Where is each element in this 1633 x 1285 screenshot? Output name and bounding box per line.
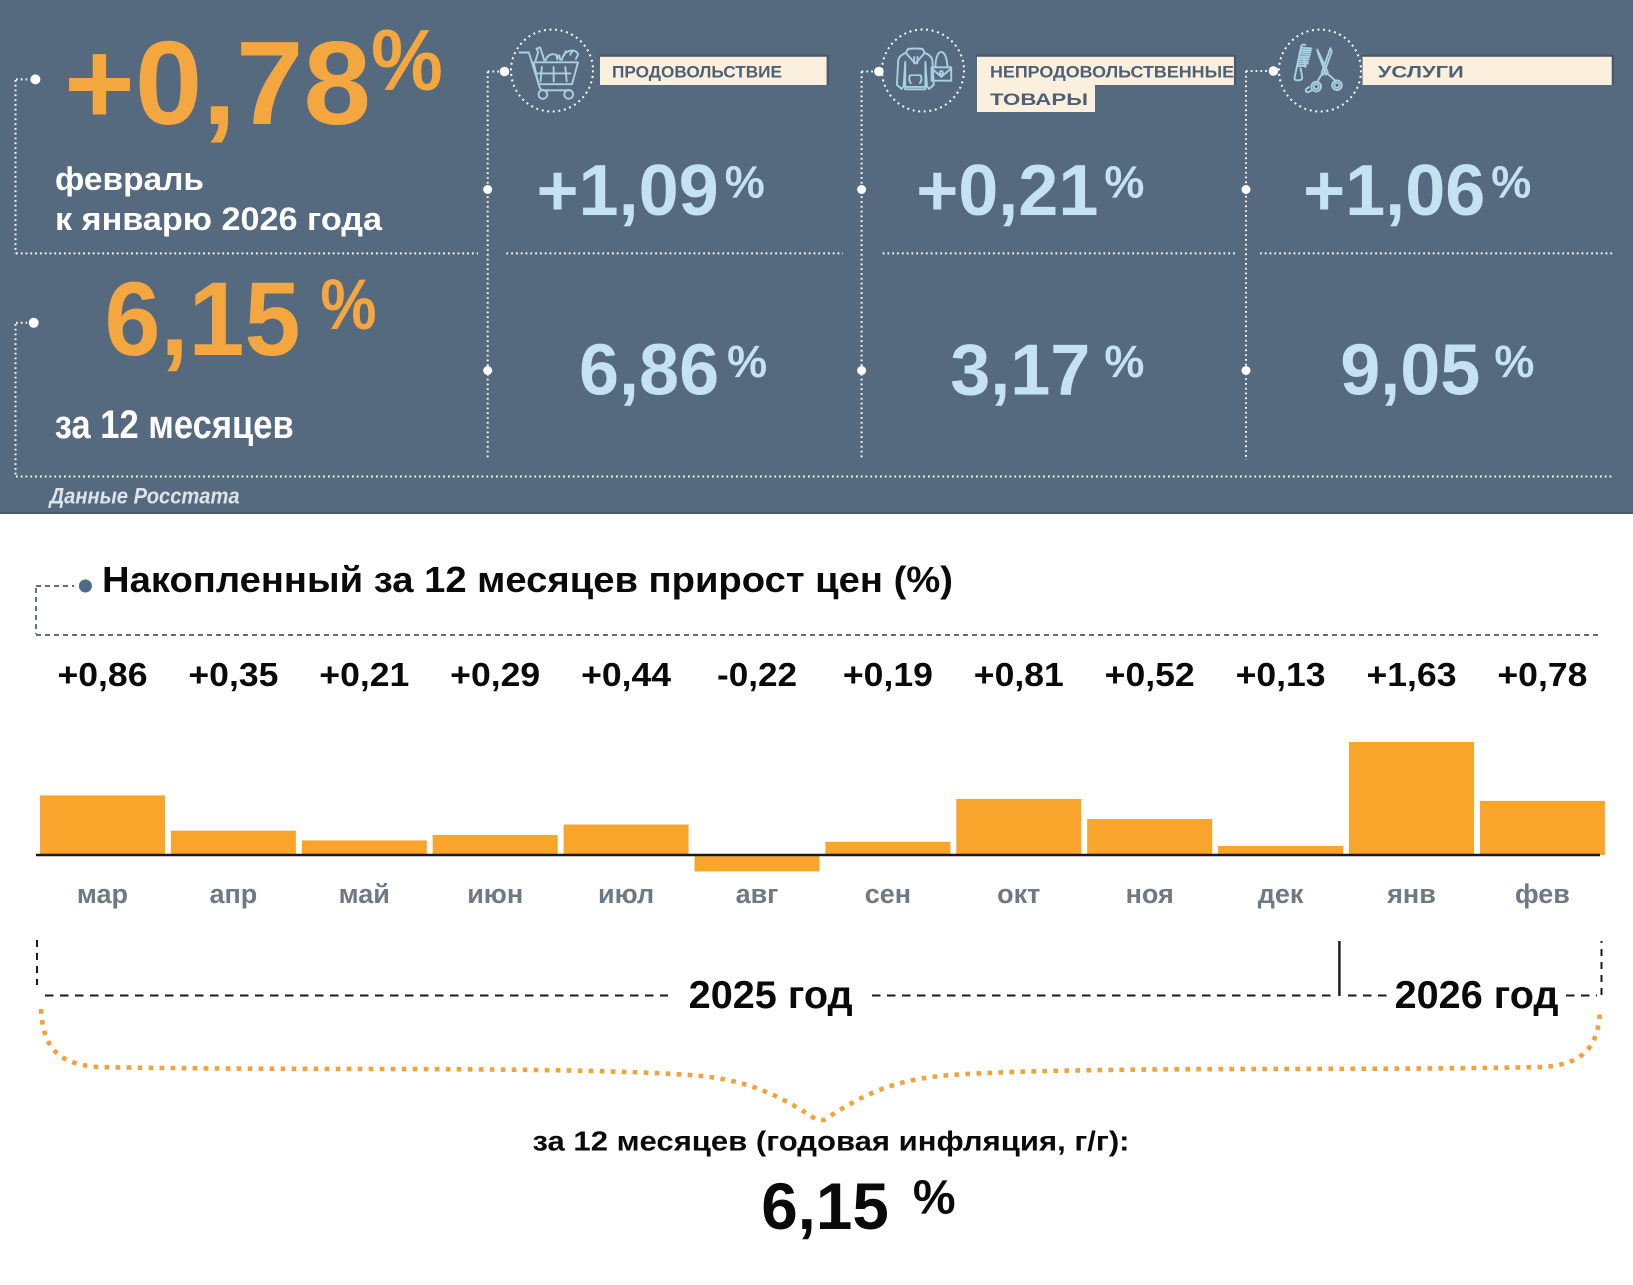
- svg-text:за 12 месяцев: за 12 месяцев: [55, 403, 294, 447]
- svg-text:июл: июл: [598, 879, 654, 909]
- svg-text:за 12 месяцев (годовая инфляци: за 12 месяцев (годовая инфляция, г/г):: [533, 1124, 1130, 1156]
- svg-text:февраль: февраль: [55, 161, 204, 197]
- svg-text:НЕПРОДОВОЛЬСТВЕННЫЕ: НЕПРОДОВОЛЬСТВЕННЫЕ: [990, 64, 1234, 82]
- svg-text:%: %: [371, 11, 443, 108]
- svg-text:мар: мар: [77, 879, 128, 909]
- svg-text:ноя: ноя: [1126, 879, 1174, 909]
- svg-text:Накопленный за 12 месяцев прир: Накопленный за 12 месяцев прирост цен (%…: [102, 559, 953, 600]
- svg-text:6,15%: 6,15%: [761, 1170, 955, 1243]
- svg-text:+0,52: +0,52: [1105, 656, 1195, 693]
- svg-text:+0,78: +0,78: [1497, 656, 1587, 693]
- svg-text:УСЛУГИ: УСЛУГИ: [1378, 64, 1464, 82]
- svg-text:авг: авг: [736, 879, 779, 909]
- svg-text:янв: янв: [1386, 879, 1436, 909]
- svg-text:%: %: [320, 266, 376, 345]
- svg-text:май: май: [339, 879, 390, 909]
- svg-text:+0,44: +0,44: [581, 656, 672, 693]
- svg-text:+0,86: +0,86: [58, 656, 148, 693]
- svg-text:6,15: 6,15: [105, 261, 301, 378]
- svg-text:ПРОДОВОЛЬСТВИЕ: ПРОДОВОЛЬСТВИЕ: [612, 64, 782, 82]
- svg-text:6,86%: 6,86%: [579, 331, 767, 411]
- svg-text:к январю 2026 года: к январю 2026 года: [55, 201, 382, 237]
- svg-text:июн: июн: [467, 879, 523, 909]
- svg-text:апр: апр: [209, 879, 257, 909]
- svg-text:+0,29: +0,29: [450, 656, 540, 693]
- svg-text:+0,35: +0,35: [188, 656, 278, 693]
- svg-text:2025 год: 2025 год: [689, 974, 853, 1017]
- svg-text:+0,81: +0,81: [974, 656, 1064, 693]
- svg-text:ТОВАРЫ: ТОВАРЫ: [990, 91, 1088, 109]
- svg-text:+0,21: +0,21: [319, 656, 409, 693]
- svg-text:сен: сен: [865, 879, 911, 909]
- svg-text:Данные Росстата: Данные Росстата: [48, 484, 240, 509]
- svg-text:фев: фев: [1515, 879, 1570, 909]
- svg-text:2026 год: 2026 год: [1395, 974, 1559, 1017]
- svg-text:+0,19: +0,19: [843, 656, 933, 693]
- svg-text:-0,22: -0,22: [717, 656, 797, 693]
- svg-text:дек: дек: [1258, 879, 1304, 909]
- svg-text:окт: окт: [997, 879, 1040, 909]
- svg-text:+0,13: +0,13: [1236, 656, 1326, 693]
- svg-text:+1,63: +1,63: [1367, 656, 1457, 693]
- svg-text:+0,78: +0,78: [64, 17, 371, 150]
